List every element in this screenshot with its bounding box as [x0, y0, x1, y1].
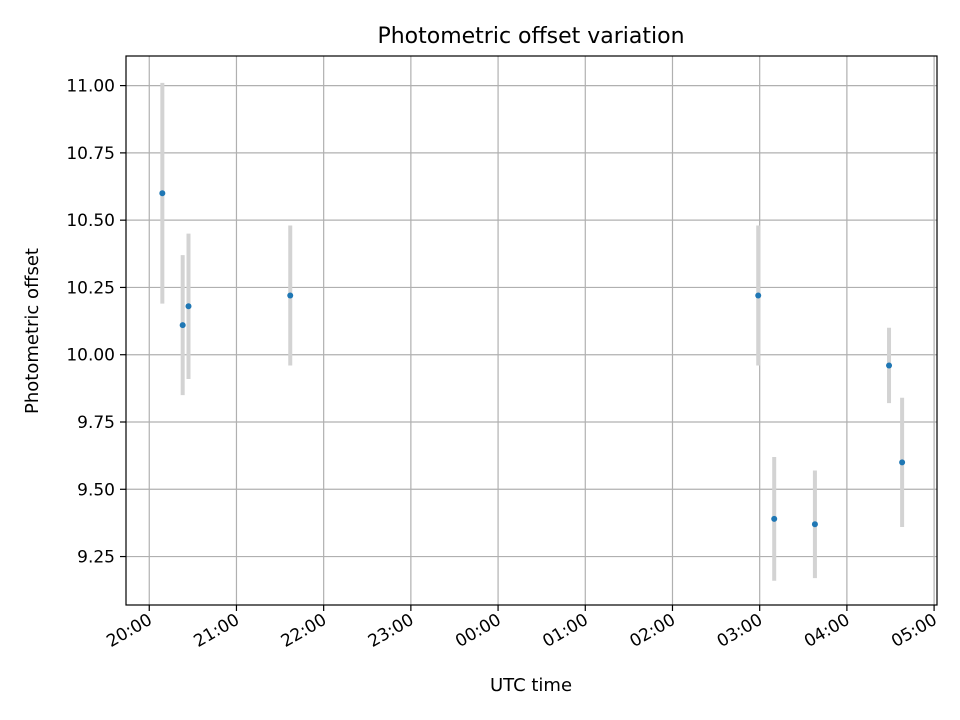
y-tick-label: 9.50	[77, 480, 115, 500]
data-point	[886, 362, 893, 369]
y-tick-label: 11.00	[66, 77, 115, 97]
x-tick-label: 02:00	[627, 610, 679, 652]
x-tick-label: 20:00	[103, 610, 155, 652]
data-point	[179, 322, 186, 329]
data-point	[811, 521, 818, 528]
x-tick-label: 21:00	[191, 610, 243, 652]
y-tick-label: 10.75	[66, 144, 115, 164]
x-tick-label: 05:00	[888, 610, 940, 652]
data-point	[185, 303, 192, 310]
y-axis-label: Photometric offset	[22, 248, 43, 414]
data-point	[287, 292, 294, 299]
x-tick-label: 22:00	[278, 610, 330, 652]
x-tick-label: 00:00	[452, 610, 504, 652]
data-point	[771, 515, 778, 522]
x-tick-label: 23:00	[365, 610, 417, 652]
grid	[126, 56, 937, 605]
data-point	[159, 190, 166, 197]
y-axis-ticks: 11.00 10.75 10.50 10.25 10.00 9.75 9.50 9.25	[66, 77, 126, 568]
plot-frame	[125, 55, 938, 606]
y-tick-label: 10.25	[66, 278, 115, 298]
x-tick-label: 04:00	[801, 610, 853, 652]
y-tick-label: 10.00	[66, 346, 115, 366]
data-point	[899, 459, 906, 466]
data-point	[755, 292, 762, 299]
y-tick-label: 9.75	[77, 413, 115, 433]
chart-title: Photometric offset variation	[377, 24, 684, 49]
x-tick-label: 01:00	[539, 610, 591, 652]
data-points	[159, 190, 906, 528]
error-bars	[160, 82, 905, 581]
y-tick-label: 9.25	[77, 548, 115, 568]
y-tick-label: 10.50	[66, 211, 115, 231]
x-tick-label: 03:00	[714, 610, 766, 652]
x-axis-ticks: 20:00 21:00 22:00 23:00 00:00 01:00 02:00 03:00…	[103, 605, 941, 652]
x-axis-label: UTC time	[490, 675, 572, 696]
